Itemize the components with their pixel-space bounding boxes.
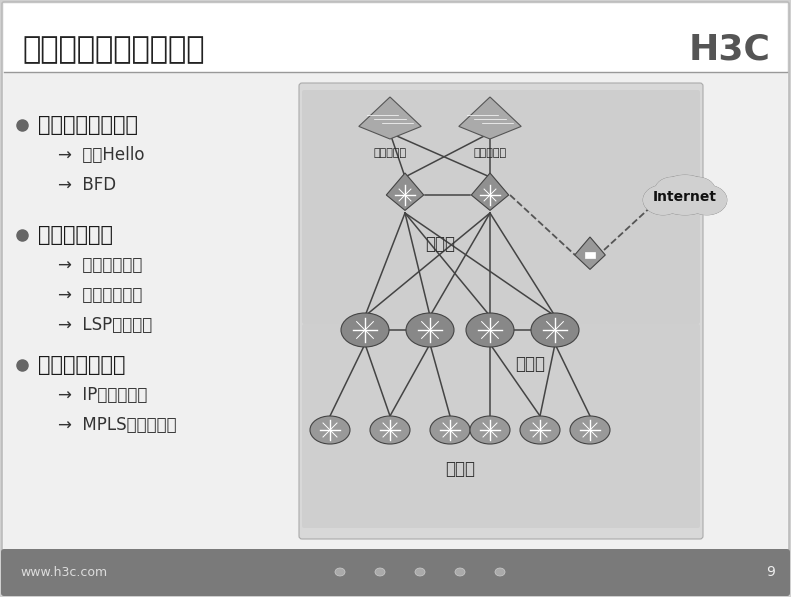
- Ellipse shape: [495, 568, 505, 576]
- Ellipse shape: [687, 185, 727, 215]
- Text: →  MPLS快速重路由: → MPLS快速重路由: [58, 416, 176, 434]
- Text: 邻居失效快速侦测: 邻居失效快速侦测: [38, 115, 138, 135]
- Ellipse shape: [430, 416, 470, 444]
- Ellipse shape: [520, 416, 560, 444]
- Text: 网络路由快速恢复需求: 网络路由快速恢复需求: [22, 35, 205, 64]
- Text: H3C: H3C: [688, 33, 770, 67]
- Ellipse shape: [655, 177, 691, 203]
- Text: Internet: Internet: [653, 190, 717, 204]
- Text: www.h3c.com: www.h3c.com: [20, 565, 107, 578]
- Ellipse shape: [679, 177, 715, 203]
- Ellipse shape: [415, 568, 425, 576]
- FancyBboxPatch shape: [4, 72, 787, 549]
- FancyBboxPatch shape: [1, 549, 790, 596]
- Text: 汇聚层: 汇聚层: [515, 355, 545, 373]
- Ellipse shape: [655, 179, 715, 215]
- Ellipse shape: [455, 568, 465, 576]
- Text: →  IP快速重路由: → IP快速重路由: [58, 386, 147, 404]
- Ellipse shape: [370, 416, 410, 444]
- Text: →  BFD: → BFD: [58, 176, 116, 194]
- Ellipse shape: [375, 568, 385, 576]
- Text: →  增量路由计算: → 增量路由计算: [58, 256, 142, 274]
- Polygon shape: [359, 97, 421, 139]
- Ellipse shape: [531, 313, 579, 347]
- Text: →  快速Hello: → 快速Hello: [58, 146, 145, 164]
- Text: 快速重路由技术: 快速重路由技术: [38, 355, 126, 375]
- Ellipse shape: [663, 175, 707, 199]
- Ellipse shape: [679, 177, 715, 203]
- Ellipse shape: [335, 568, 345, 576]
- Text: 9: 9: [766, 565, 775, 579]
- Ellipse shape: [470, 416, 510, 444]
- Text: →  LSP快速扩散: → LSP快速扩散: [58, 316, 152, 334]
- Ellipse shape: [310, 416, 350, 444]
- Text: 路由快速收敛: 路由快速收敛: [38, 225, 113, 245]
- Polygon shape: [459, 97, 521, 139]
- Ellipse shape: [570, 416, 610, 444]
- FancyBboxPatch shape: [299, 83, 703, 539]
- Ellipse shape: [466, 313, 514, 347]
- FancyBboxPatch shape: [302, 324, 700, 528]
- Ellipse shape: [643, 185, 683, 215]
- Text: 接入层: 接入层: [445, 460, 475, 478]
- Text: 业务服务器: 业务服务器: [373, 148, 407, 158]
- Text: 办公服务器: 办公服务器: [474, 148, 506, 158]
- FancyBboxPatch shape: [4, 4, 787, 72]
- Ellipse shape: [663, 175, 707, 199]
- Ellipse shape: [341, 313, 389, 347]
- Text: →  部分路由计算: → 部分路由计算: [58, 286, 142, 304]
- Ellipse shape: [687, 185, 727, 215]
- Polygon shape: [575, 237, 605, 269]
- Ellipse shape: [655, 179, 715, 215]
- Polygon shape: [386, 173, 424, 210]
- Text: 核心层: 核心层: [425, 235, 455, 253]
- Ellipse shape: [406, 313, 454, 347]
- Ellipse shape: [655, 177, 691, 203]
- Polygon shape: [471, 173, 509, 210]
- FancyBboxPatch shape: [302, 90, 700, 324]
- FancyBboxPatch shape: [585, 252, 596, 259]
- Ellipse shape: [643, 185, 683, 215]
